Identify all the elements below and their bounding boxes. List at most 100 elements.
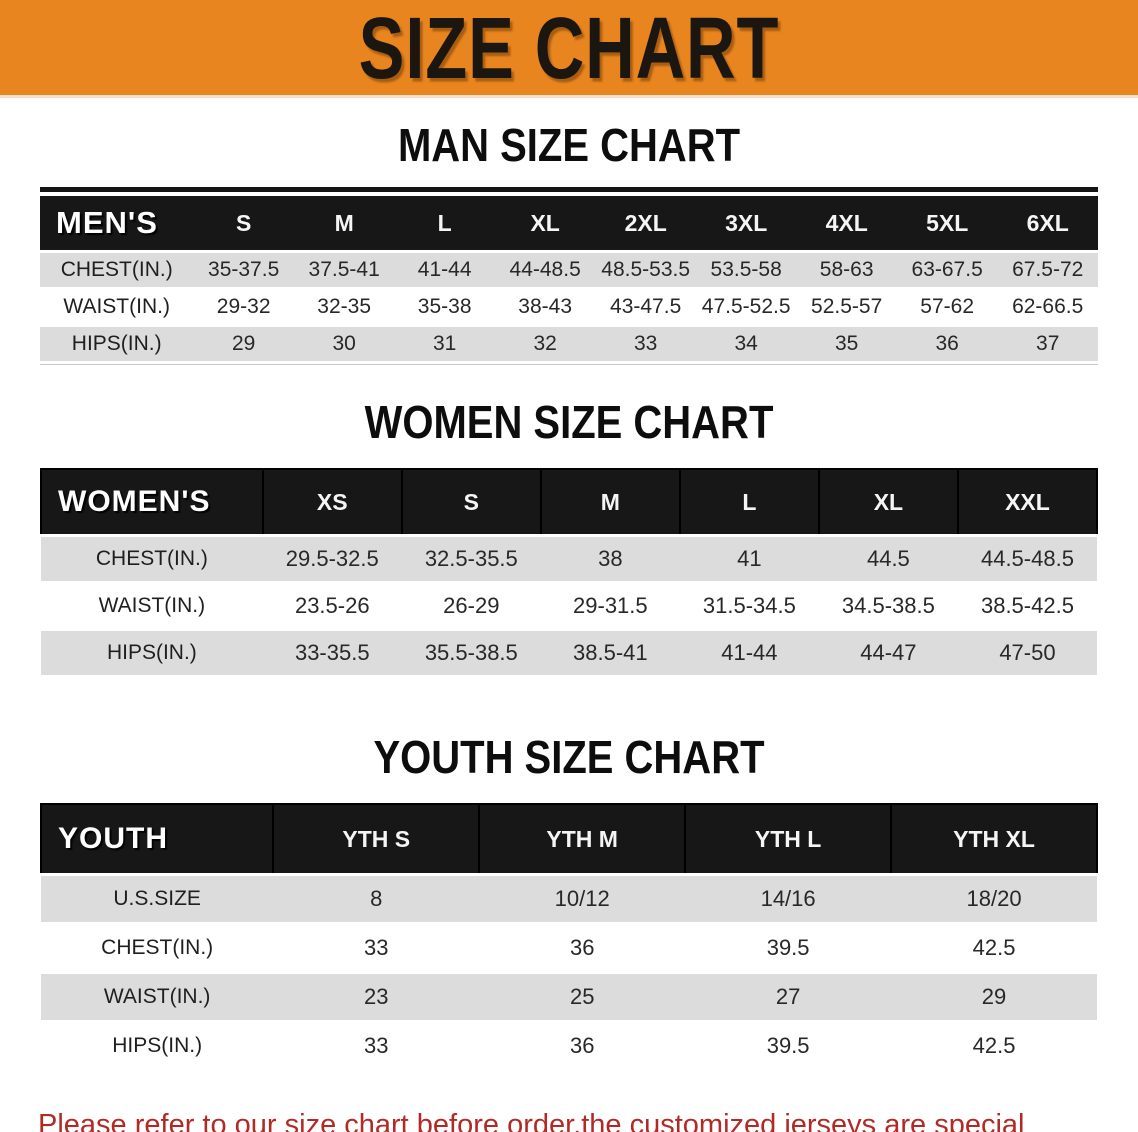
measurement-value: 42.5 <box>891 923 1097 975</box>
measurement-value: 32-35 <box>293 288 395 328</box>
size-column-header: 3XL <box>695 196 797 254</box>
mens-group-label: MEN'S <box>40 196 194 254</box>
womens-table-wrap: WOMEN'S XS S M L XL XXL CHEST(IN.) 29.5-32.5 32.5… <box>40 468 1099 679</box>
size-column-header: YTH M <box>478 803 687 877</box>
measurement-value: 41-44 <box>394 251 495 291</box>
measurement-value: 35 <box>796 325 897 365</box>
row-label: WAIST(IN.) <box>41 582 263 632</box>
row-label: HIPS(IN.) <box>40 325 194 365</box>
measurement-row: CHEST(IN.) 29.5-32.5 32.5-35.5 38 41 44.5 44.5… <box>41 535 1097 585</box>
measurement-value: 23.5-26 <box>262 582 402 632</box>
row-label: HIPS(IN.) <box>41 629 263 679</box>
measurement-value: 39.5 <box>685 923 892 975</box>
banner-title: SIZE CHART <box>358 0 780 97</box>
measurement-row: CHEST(IN.) 33 36 39.5 42.5 <box>41 923 1097 975</box>
measurement-value: 31 <box>394 325 495 365</box>
measurement-value: 44.5-48.5 <box>957 535 1097 585</box>
measurement-value: 36 <box>479 1021 686 1073</box>
measurement-value: 41-44 <box>679 629 819 679</box>
section-womens: WOMEN SIZE CHART WOMEN'S XS S M L XL XXL CHEST(I… <box>0 397 1138 679</box>
size-column-header: YTH XL <box>890 803 1098 877</box>
row-label: WAIST(IN.) <box>41 972 274 1024</box>
size-column-header: S <box>400 468 542 538</box>
size-column-header: XL <box>494 196 596 254</box>
size-column-header: M <box>293 196 395 254</box>
measurement-value: 58-63 <box>796 251 897 291</box>
disclaimer-line-1: Please refer to our size chart before or… <box>38 1109 1025 1132</box>
size-column-header: S <box>193 196 294 254</box>
youth-table-wrap: YOUTH YTH S YTH M YTH L YTH XL U.S.SIZE 8 10/12… <box>39 803 1098 1073</box>
size-column-header: XL <box>817 468 959 538</box>
measurement-value: 29 <box>193 325 294 365</box>
size-column-header: YTH S <box>272 803 481 877</box>
measurement-value: 44.5 <box>818 535 958 585</box>
measurement-row: WAIST(IN.) 23.5-26 26-29 29-31.5 31.5-34.5 34… <box>41 582 1097 632</box>
size-column-header: L <box>394 196 495 254</box>
size-column-header: XXL <box>956 468 1099 538</box>
measurement-value: 44-48.5 <box>494 251 596 291</box>
measurement-value: 14/16 <box>685 874 892 926</box>
womens-size-table: WOMEN'S XS S M L XL XXL CHEST(IN.) 29.5-32.5 32.5… <box>40 468 1099 679</box>
measurement-row: WAIST(IN.) 29-32 32-35 35-38 38-43 43-47.5 47.… <box>40 288 1098 328</box>
measurement-value: 27 <box>685 972 892 1024</box>
header-row: YOUTH YTH S YTH M YTH L YTH XL <box>39 803 1098 877</box>
size-column-header: M <box>539 468 681 538</box>
measurement-value: 10/12 <box>479 874 686 926</box>
row-label: WAIST(IN.) <box>40 288 194 328</box>
measurement-value: 26-29 <box>401 582 541 632</box>
measurement-row: HIPS(IN.) 33-35.5 35.5-38.5 38.5-41 41-44 44-… <box>41 629 1097 679</box>
measurement-value: 53.5-58 <box>695 251 797 291</box>
section-title-mens: MAN SIZE CHART <box>397 120 741 172</box>
measurement-value: 29.5-32.5 <box>262 535 402 585</box>
measurement-value: 38 <box>540 535 680 585</box>
section-title-womens: WOMEN SIZE CHART <box>364 397 774 450</box>
measurement-value: 67.5-72 <box>997 251 1098 291</box>
measurement-value: 31.5-34.5 <box>679 582 819 632</box>
measurement-row: U.S.SIZE 8 10/12 14/16 18/20 <box>41 874 1097 926</box>
womens-group-label: WOMEN'S <box>40 468 264 538</box>
size-column-header: 6XL <box>997 196 1098 254</box>
youth-size-table: YOUTH YTH S YTH M YTH L YTH XL U.S.SIZE 8 10/12… <box>39 803 1098 1073</box>
measurement-value: 8 <box>273 874 480 926</box>
measurement-value: 33 <box>595 325 696 365</box>
measurement-value: 33 <box>273 1021 480 1073</box>
section-youth: YOUTH SIZE CHART YOUTH YTH S YTH M YTH L YTH … <box>0 734 1138 1073</box>
measurement-value: 33 <box>273 923 480 975</box>
section-mens: MAN SIZE CHART MEN'S S M L XL 2XL 3XL 4XL 5XL 6XL C… <box>0 120 1138 366</box>
measurement-value: 38-43 <box>494 288 596 328</box>
measurement-row: HIPS(IN.) 29 30 31 32 33 34 35 36 37 <box>40 325 1098 365</box>
measurement-value: 38.5-41 <box>540 629 680 679</box>
measurement-value: 30 <box>293 325 395 365</box>
row-label: HIPS(IN.) <box>41 1021 274 1073</box>
measurement-value: 36 <box>896 325 998 365</box>
measurement-value: 23 <box>273 972 480 1024</box>
header-row: MEN'S S M L XL 2XL 3XL 4XL 5XL 6XL <box>40 196 1098 254</box>
measurement-value: 47.5-52.5 <box>695 288 797 328</box>
measurement-value: 57-62 <box>896 288 998 328</box>
row-label: U.S.SIZE <box>41 874 274 926</box>
measurement-value: 18/20 <box>891 874 1097 926</box>
measurement-value: 63-67.5 <box>896 251 998 291</box>
measurement-value: 29-31.5 <box>540 582 680 632</box>
measurement-value: 47-50 <box>957 629 1097 679</box>
measurement-value: 36 <box>479 923 686 975</box>
measurement-value: 52.5-57 <box>796 288 897 328</box>
measurement-value: 37 <box>997 325 1098 365</box>
measurement-value: 43-47.5 <box>595 288 696 328</box>
disclaimer-note: Please refer to our size chart before or… <box>0 1102 1138 1132</box>
measurement-value: 41 <box>679 535 819 585</box>
measurement-value: 35-38 <box>394 288 495 328</box>
measurement-value: 37.5-41 <box>293 251 395 291</box>
size-column-header: 2XL <box>595 196 696 254</box>
measurement-value: 29 <box>891 972 1097 1024</box>
measurement-value: 42.5 <box>891 1021 1097 1073</box>
measurement-value: 29-32 <box>193 288 294 328</box>
size-chart-sections: MAN SIZE CHART MEN'S S M L XL 2XL 3XL 4XL 5XL 6XL C… <box>0 120 1138 1073</box>
measurement-value: 62-66.5 <box>997 288 1098 328</box>
measurement-value: 32.5-35.5 <box>401 535 541 585</box>
measurement-value: 34.5-38.5 <box>818 582 958 632</box>
measurement-value: 34 <box>695 325 797 365</box>
measurement-value: 33-35.5 <box>262 629 402 679</box>
measurement-value: 48.5-53.5 <box>595 251 696 291</box>
size-chart-banner: SIZE CHART <box>0 0 1138 98</box>
